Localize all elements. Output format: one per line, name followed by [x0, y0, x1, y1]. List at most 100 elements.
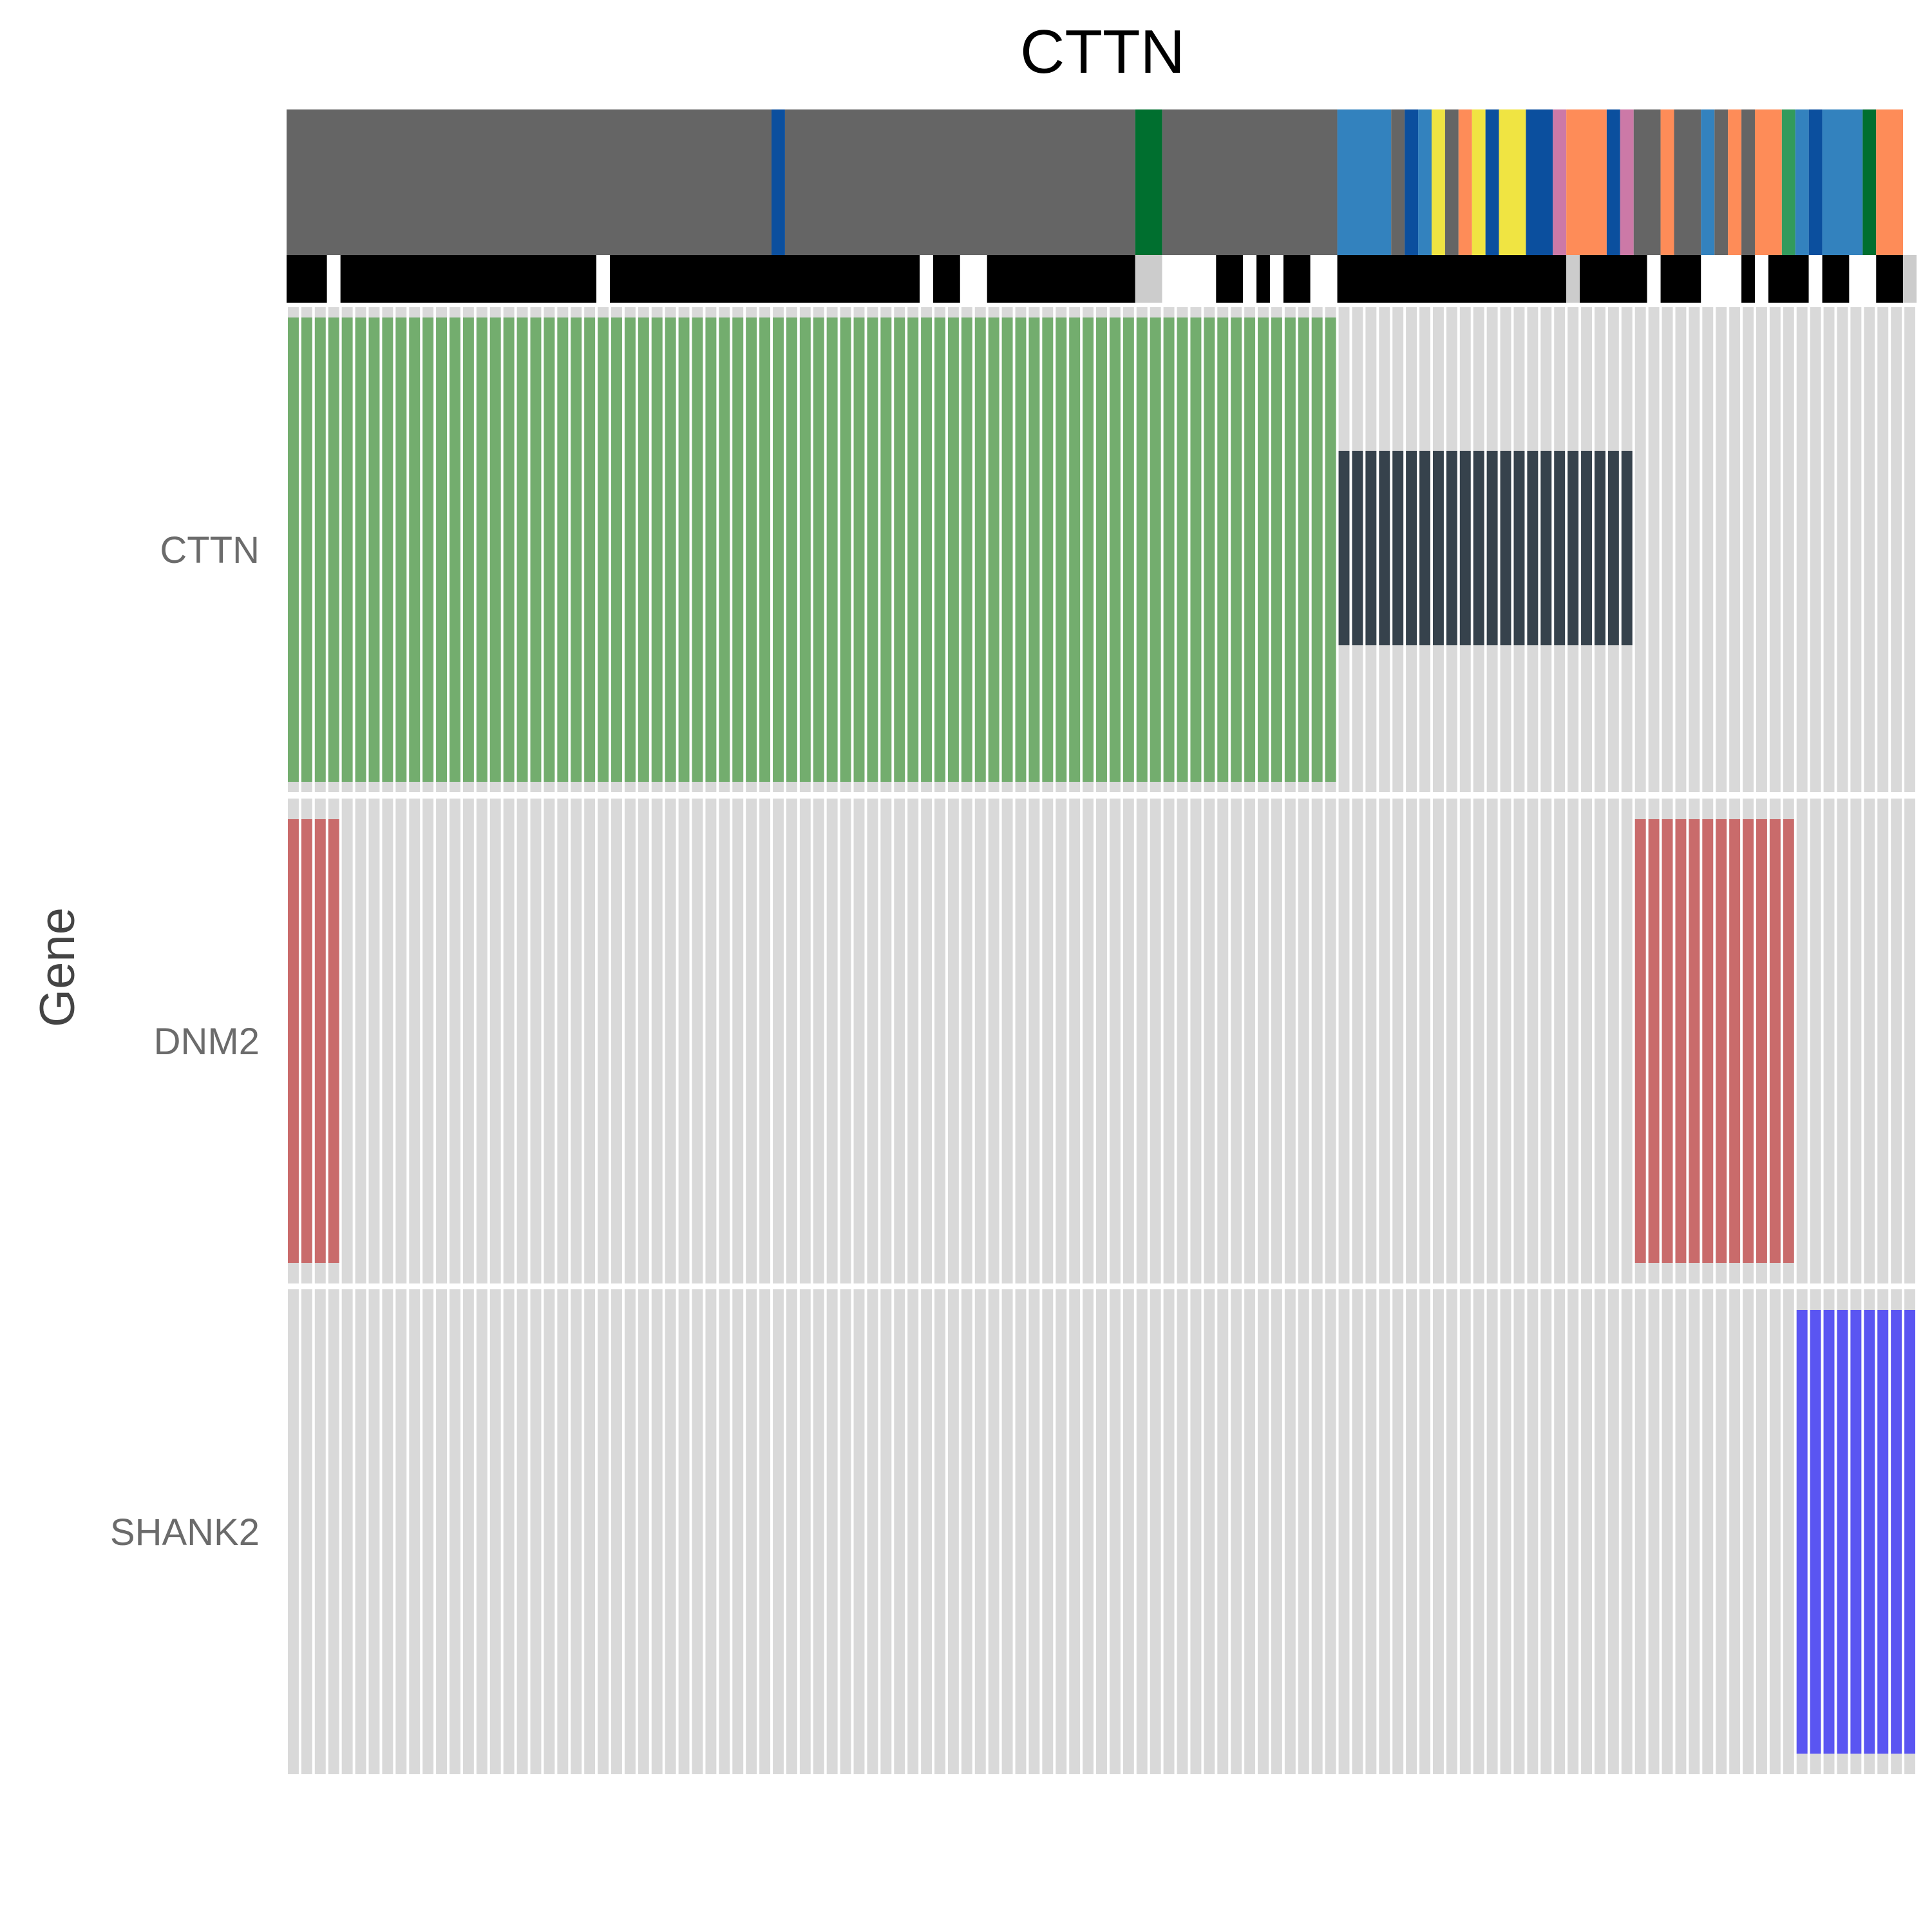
alteration-cell	[1432, 451, 1444, 645]
background-cell	[1056, 1289, 1067, 1774]
alteration-cell	[1729, 819, 1741, 1263]
alteration-cell	[961, 317, 972, 782]
alteration-cell	[1271, 317, 1282, 782]
alteration-cell	[773, 317, 784, 782]
alteration-cell	[974, 317, 986, 782]
annotation-1-block	[1606, 109, 1620, 255]
background-cell	[368, 799, 380, 1283]
background-cell	[1379, 799, 1390, 1283]
alteration-cell	[611, 317, 622, 782]
background-cell	[584, 799, 596, 1283]
alteration-cell	[1177, 317, 1188, 782]
background-cell	[638, 799, 649, 1283]
background-cell	[934, 799, 945, 1283]
alteration-cell	[1621, 451, 1633, 645]
annotation-2-block	[1701, 255, 1742, 303]
alteration-cell	[880, 317, 892, 782]
background-cell	[786, 799, 797, 1283]
background-cell	[1877, 307, 1889, 792]
background-cell	[1675, 1289, 1687, 1774]
background-cell	[598, 799, 609, 1283]
annotation-2-block	[1768, 255, 1809, 303]
annotation-2-block	[1135, 255, 1162, 303]
alteration-cell	[786, 317, 797, 782]
background-cell	[1204, 799, 1215, 1283]
alteration-cell	[705, 317, 717, 782]
background-cell	[489, 1289, 501, 1774]
background-cell	[867, 1289, 878, 1774]
annotation-2-block	[327, 255, 341, 303]
annotation-track-1	[287, 109, 1904, 255]
background-cell	[355, 1289, 366, 1774]
background-cell	[1473, 1289, 1484, 1774]
background-cell	[1083, 799, 1094, 1283]
background-cell	[544, 1289, 555, 1774]
background-cell	[1540, 799, 1552, 1283]
alteration-cell	[1056, 317, 1067, 782]
annotation-2-block	[960, 255, 987, 303]
alteration-cell	[1769, 819, 1781, 1263]
alteration-cell	[692, 317, 703, 782]
alteration-cell	[840, 317, 851, 782]
annotation-1-block	[1162, 109, 1338, 255]
annotation-1-block	[1391, 109, 1405, 255]
alteration-cell	[719, 317, 730, 782]
alteration-cell	[1648, 819, 1660, 1263]
background-cell	[719, 799, 730, 1283]
background-cell	[1554, 1289, 1566, 1774]
y-axis-title: Gene	[30, 907, 85, 1027]
alteration-cell	[1823, 1310, 1835, 1754]
background-cell	[1473, 799, 1484, 1283]
annotation-1-block	[1781, 109, 1795, 255]
background-cell	[503, 1289, 515, 1774]
annotation-1-block	[1822, 109, 1863, 255]
background-cell	[288, 1289, 299, 1774]
annotation-2-block	[1849, 255, 1877, 303]
background-cell	[1096, 799, 1107, 1283]
alteration-cell	[1406, 451, 1417, 645]
alteration-cell	[1122, 317, 1134, 782]
background-cell	[1392, 799, 1404, 1283]
alteration-cell	[1662, 819, 1673, 1263]
background-cell	[1419, 799, 1430, 1283]
annotation-2-block	[1741, 255, 1755, 303]
background-cell	[1015, 799, 1027, 1283]
background-cell	[1662, 307, 1673, 792]
alteration-cell	[826, 317, 838, 782]
background-cell	[1352, 1289, 1363, 1774]
annotation-1-block	[1876, 109, 1904, 255]
background-cell	[651, 799, 663, 1283]
background-cell	[1594, 1289, 1605, 1774]
background-cell	[1648, 307, 1660, 792]
annotation-1-block	[1808, 109, 1823, 255]
alteration-cell	[1877, 1310, 1889, 1754]
alteration-cell	[503, 317, 515, 782]
background-cell	[436, 1289, 448, 1774]
background-cell	[476, 799, 488, 1283]
background-cell	[799, 1289, 811, 1774]
alteration-cell	[328, 317, 339, 782]
background-cell	[328, 1289, 339, 1774]
alteration-cell	[1743, 819, 1754, 1263]
background-cell	[1716, 307, 1727, 792]
background-cell	[1284, 1289, 1296, 1774]
alteration-cell	[894, 317, 905, 782]
alteration-cell	[1217, 317, 1229, 782]
background-cell	[571, 1289, 582, 1774]
annotation-2-block	[987, 255, 1135, 303]
background-cell	[1743, 1289, 1754, 1774]
background-cell	[1083, 1289, 1094, 1774]
alteration-cell	[1486, 451, 1498, 645]
annotation-2-block	[1754, 255, 1768, 303]
background-cell	[1163, 1289, 1175, 1774]
background-cell	[516, 1289, 528, 1774]
background-cell	[1325, 799, 1336, 1283]
background-cell	[1150, 799, 1161, 1283]
background-cell	[1379, 1289, 1390, 1774]
background-cell	[1298, 799, 1309, 1283]
alteration-cell	[368, 317, 380, 782]
background-cell	[355, 799, 366, 1283]
background-cell	[1689, 307, 1700, 792]
alteration-cell	[638, 317, 649, 782]
